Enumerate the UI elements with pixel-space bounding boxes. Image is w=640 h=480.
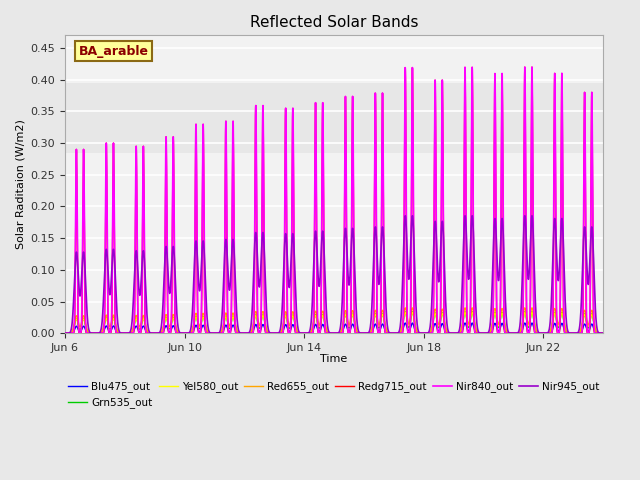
Blu475_out xyxy=(548,327,556,333)
Bar xyxy=(65,83,603,153)
Nir840_out xyxy=(396,330,404,336)
Redg715_out xyxy=(211,330,219,336)
Line: Nir840_out: Nir840_out xyxy=(65,67,603,333)
Line: Red655_out: Red655_out xyxy=(65,308,603,333)
Redg715_out xyxy=(61,330,69,336)
Blu475_out xyxy=(396,330,404,336)
Blu475_out xyxy=(211,330,219,336)
Nir840_out xyxy=(387,330,394,336)
Nir840_out xyxy=(211,330,219,336)
Yel580_out xyxy=(177,330,184,336)
Red655_out xyxy=(599,330,607,336)
Yel580_out xyxy=(548,322,556,327)
Blu475_out xyxy=(177,330,184,336)
Line: Blu475_out: Blu475_out xyxy=(65,323,603,333)
Nir840_out xyxy=(548,328,556,334)
Grn535_out xyxy=(528,309,536,315)
Nir945_out xyxy=(61,330,69,336)
Nir840_out xyxy=(528,64,536,70)
Line: Yel580_out: Yel580_out xyxy=(65,312,603,333)
Redg715_out xyxy=(177,330,184,336)
Nir945_out xyxy=(396,326,404,332)
Grn535_out xyxy=(599,330,607,336)
Redg715_out xyxy=(548,330,556,336)
Red655_out xyxy=(177,330,184,336)
Nir945_out xyxy=(528,213,536,218)
Red655_out xyxy=(61,330,69,336)
Title: Reflected Solar Bands: Reflected Solar Bands xyxy=(250,15,419,30)
Redg715_out xyxy=(599,330,607,336)
Grn535_out xyxy=(61,330,69,336)
Text: BA_arable: BA_arable xyxy=(79,45,148,58)
Redg715_out xyxy=(396,330,404,336)
Line: Grn535_out: Grn535_out xyxy=(65,312,603,333)
Blu475_out xyxy=(387,330,394,336)
Redg715_out xyxy=(599,330,607,336)
Blu475_out xyxy=(61,330,69,336)
X-axis label: Time: Time xyxy=(321,354,348,364)
Y-axis label: Solar Raditaion (W/m2): Solar Raditaion (W/m2) xyxy=(15,120,25,249)
Line: Redg715_out: Redg715_out xyxy=(65,67,603,333)
Blu475_out xyxy=(528,320,536,326)
Red655_out xyxy=(396,330,404,336)
Yel580_out xyxy=(211,330,219,336)
Nir840_out xyxy=(177,330,184,336)
Yel580_out xyxy=(61,330,69,336)
Redg715_out xyxy=(387,330,394,336)
Grn535_out xyxy=(599,330,607,336)
Yel580_out xyxy=(528,310,536,315)
Nir945_out xyxy=(548,276,556,282)
Grn535_out xyxy=(396,330,404,336)
Grn535_out xyxy=(211,330,219,336)
Red655_out xyxy=(528,305,536,311)
Nir840_out xyxy=(61,330,69,336)
Legend: Blu475_out, Grn535_out, Yel580_out, Red655_out, Redg715_out, Nir840_out, Nir945_: Blu475_out, Grn535_out, Yel580_out, Red6… xyxy=(64,377,604,412)
Red655_out xyxy=(211,330,219,336)
Grn535_out xyxy=(387,330,394,336)
Red655_out xyxy=(387,330,394,336)
Line: Nir945_out: Nir945_out xyxy=(65,216,603,333)
Grn535_out xyxy=(177,330,184,336)
Yel580_out xyxy=(599,330,607,336)
Red655_out xyxy=(599,330,607,336)
Grn535_out xyxy=(548,323,556,328)
Nir945_out xyxy=(387,330,394,336)
Nir945_out xyxy=(599,330,607,336)
Red655_out xyxy=(548,320,556,325)
Yel580_out xyxy=(599,330,607,336)
Nir945_out xyxy=(599,330,607,336)
Nir840_out xyxy=(599,330,607,336)
Nir840_out xyxy=(599,330,607,336)
Yel580_out xyxy=(387,330,394,336)
Blu475_out xyxy=(599,330,607,336)
Nir945_out xyxy=(177,330,184,336)
Redg715_out xyxy=(528,64,536,70)
Blu475_out xyxy=(599,330,607,336)
Nir945_out xyxy=(211,330,219,336)
Yel580_out xyxy=(396,330,404,336)
